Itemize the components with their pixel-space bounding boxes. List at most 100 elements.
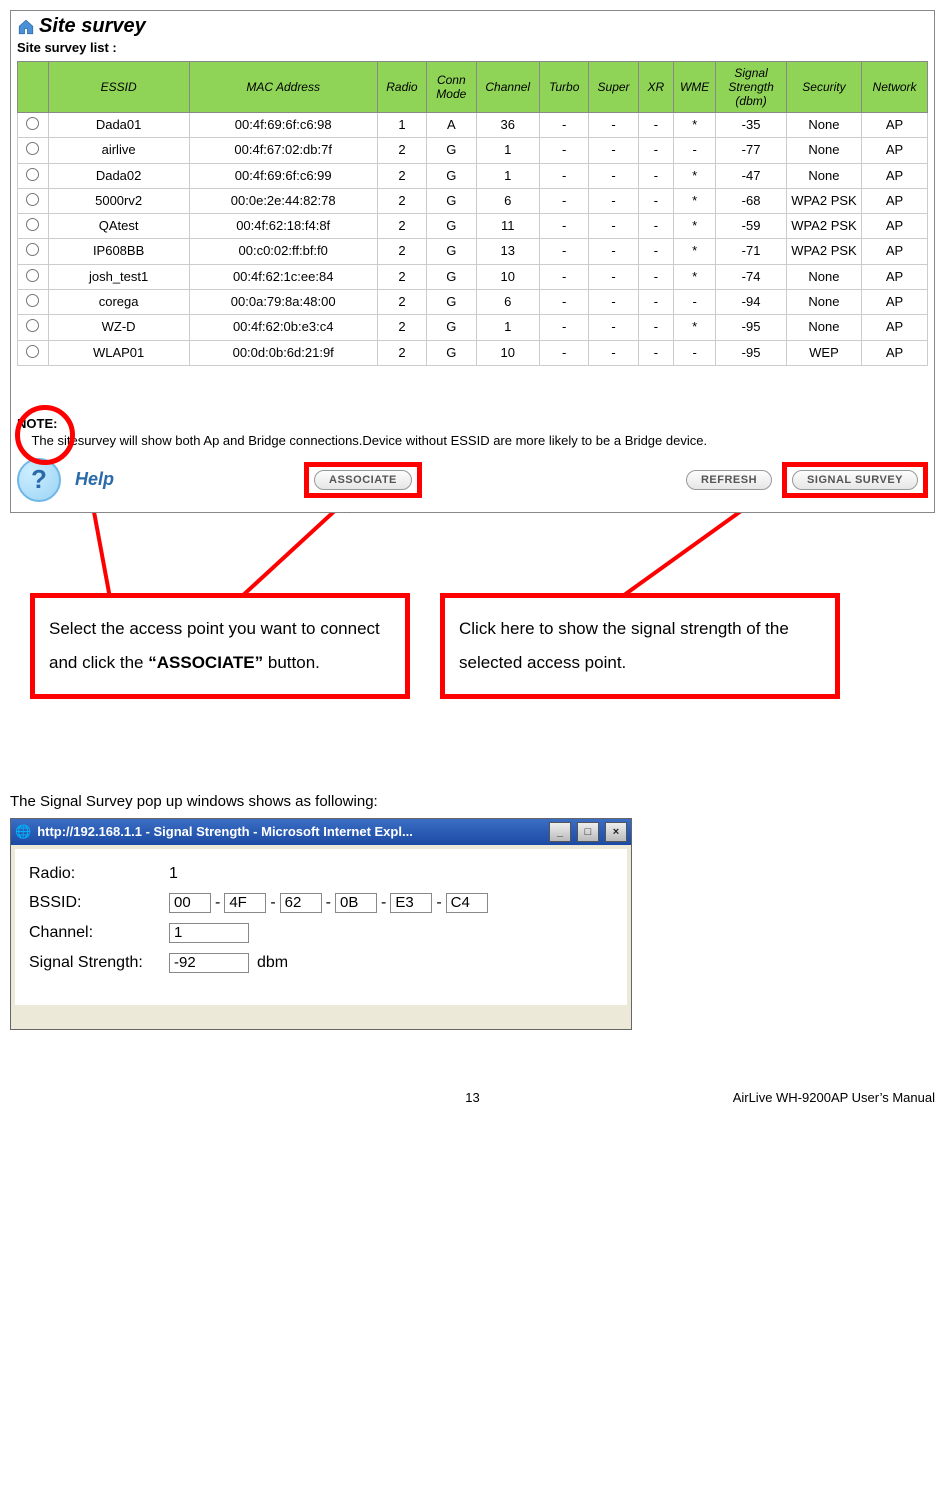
bssid-octet[interactable]: 62 bbox=[280, 893, 322, 913]
bssid-octet[interactable]: 00 bbox=[169, 893, 211, 913]
note-label: NOTE: bbox=[17, 416, 57, 431]
help-icon[interactable]: ? bbox=[17, 458, 61, 502]
signal-survey-highlight: SIGNAL SURVEY bbox=[782, 462, 928, 498]
cell-wme: * bbox=[674, 315, 716, 340]
ie-icon: 🌐 bbox=[15, 824, 31, 840]
row-radio-cell[interactable] bbox=[18, 163, 49, 188]
cell-turbo: - bbox=[539, 214, 588, 239]
manual-name: AirLive WH-9200AP User’s Manual bbox=[733, 1090, 935, 1105]
table-row: 5000rv200:0e:2e:44:82:782G6---*-68WPA2 P… bbox=[18, 188, 928, 213]
cell-security: None bbox=[786, 113, 861, 138]
cell-essid: josh_test1 bbox=[48, 264, 189, 289]
table-row: WLAP0100:0d:0b:6d:21:9f2G10-----95WEPAP bbox=[18, 340, 928, 365]
cell-super: - bbox=[589, 264, 638, 289]
cell-channel: 10 bbox=[476, 340, 539, 365]
cell-network: AP bbox=[862, 340, 928, 365]
row-radio[interactable] bbox=[26, 243, 39, 256]
cell-signal: -95 bbox=[716, 340, 787, 365]
row-radio[interactable] bbox=[26, 319, 39, 332]
cell-mode: G bbox=[427, 264, 476, 289]
cell-super: - bbox=[589, 214, 638, 239]
table-row: QAtest00:4f:62:18:f4:8f2G11---*-59WPA2 P… bbox=[18, 214, 928, 239]
survey-table: ESSIDMAC AddressRadioConn ModeChannelTur… bbox=[17, 61, 928, 366]
cell-essid: WLAP01 bbox=[48, 340, 189, 365]
row-radio-cell[interactable] bbox=[18, 290, 49, 315]
note-text: The sitesurvey will show both Ap and Bri… bbox=[31, 433, 707, 448]
bssid-sep: - bbox=[436, 894, 441, 911]
col-header: ESSID bbox=[48, 62, 189, 113]
maximize-button[interactable]: □ bbox=[577, 822, 599, 842]
row-radio[interactable] bbox=[26, 269, 39, 282]
cell-essid: 5000rv2 bbox=[48, 188, 189, 213]
bssid-octet[interactable]: E3 bbox=[390, 893, 432, 913]
cell-radio: 2 bbox=[377, 163, 426, 188]
cell-mode: G bbox=[427, 290, 476, 315]
col-header: Network bbox=[862, 62, 928, 113]
close-button[interactable]: × bbox=[605, 822, 627, 842]
signal-input[interactable]: -92 bbox=[169, 953, 249, 973]
associate-button[interactable]: ASSOCIATE bbox=[314, 470, 412, 490]
row-radio[interactable] bbox=[26, 193, 39, 206]
site-survey-panel: Site survey Site survey list : ESSIDMAC … bbox=[10, 10, 935, 513]
col-header: XR bbox=[638, 62, 673, 113]
cell-mac: 00:c0:02:ff:bf:f0 bbox=[189, 239, 377, 264]
cell-essid: WZ-D bbox=[48, 315, 189, 340]
row-radio-cell[interactable] bbox=[18, 239, 49, 264]
cell-channel: 10 bbox=[476, 264, 539, 289]
row-radio-cell[interactable] bbox=[18, 340, 49, 365]
radio-label: Radio: bbox=[29, 865, 169, 883]
page-number: 13 bbox=[465, 1090, 479, 1105]
table-row: josh_test100:4f:62:1c:ee:842G10---*-74No… bbox=[18, 264, 928, 289]
bssid-octet[interactable]: C4 bbox=[446, 893, 488, 913]
row-radio[interactable] bbox=[26, 142, 39, 155]
cell-wme: * bbox=[674, 188, 716, 213]
row-radio-cell[interactable] bbox=[18, 214, 49, 239]
cell-signal: -94 bbox=[716, 290, 787, 315]
cell-mac: 00:4f:62:18:f4:8f bbox=[189, 214, 377, 239]
minimize-button[interactable]: _ bbox=[549, 822, 571, 842]
row-radio-cell[interactable] bbox=[18, 113, 49, 138]
row-radio-cell[interactable] bbox=[18, 264, 49, 289]
cell-channel: 6 bbox=[476, 188, 539, 213]
signal-label: Signal Strength: bbox=[29, 954, 169, 972]
home-icon bbox=[17, 18, 35, 36]
row-radio-cell[interactable] bbox=[18, 315, 49, 340]
row-radio[interactable] bbox=[26, 168, 39, 181]
bssid-octet[interactable]: 4F bbox=[224, 893, 266, 913]
cell-signal: -35 bbox=[716, 113, 787, 138]
cell-xr: - bbox=[638, 239, 673, 264]
cell-turbo: - bbox=[539, 138, 588, 163]
cell-essid: corega bbox=[48, 290, 189, 315]
cell-channel: 1 bbox=[476, 315, 539, 340]
cell-signal: -59 bbox=[716, 214, 787, 239]
col-header: Super bbox=[589, 62, 638, 113]
row-radio-cell[interactable] bbox=[18, 188, 49, 213]
cell-turbo: - bbox=[539, 113, 588, 138]
signal-survey-button[interactable]: SIGNAL SURVEY bbox=[792, 470, 918, 490]
bssid-sep: - bbox=[381, 894, 386, 911]
col-header: Conn Mode bbox=[427, 62, 476, 113]
row-radio[interactable] bbox=[26, 117, 39, 130]
cell-xr: - bbox=[638, 188, 673, 213]
cell-mac: 00:4f:69:6f:c6:99 bbox=[189, 163, 377, 188]
row-radio-cell[interactable] bbox=[18, 138, 49, 163]
refresh-button[interactable]: REFRESH bbox=[686, 470, 772, 490]
row-radio[interactable] bbox=[26, 294, 39, 307]
cell-security: WPA2 PSK bbox=[786, 239, 861, 264]
row-radio[interactable] bbox=[26, 345, 39, 358]
table-row: WZ-D00:4f:62:0b:e3:c42G1---*-95NoneAP bbox=[18, 315, 928, 340]
cell-xr: - bbox=[638, 113, 673, 138]
row-radio[interactable] bbox=[26, 218, 39, 231]
annotation-area: Select the access point you want to conn… bbox=[10, 513, 935, 743]
cell-xr: - bbox=[638, 315, 673, 340]
channel-input[interactable]: 1 bbox=[169, 923, 249, 943]
cell-wme: * bbox=[674, 163, 716, 188]
cell-wme: - bbox=[674, 340, 716, 365]
bssid-octet[interactable]: 0B bbox=[335, 893, 377, 913]
cell-signal: -77 bbox=[716, 138, 787, 163]
signal-unit: dbm bbox=[257, 954, 288, 972]
cell-essid: IP608BB bbox=[48, 239, 189, 264]
cell-radio: 2 bbox=[377, 264, 426, 289]
help-label[interactable]: Help bbox=[75, 469, 114, 490]
cell-super: - bbox=[589, 239, 638, 264]
